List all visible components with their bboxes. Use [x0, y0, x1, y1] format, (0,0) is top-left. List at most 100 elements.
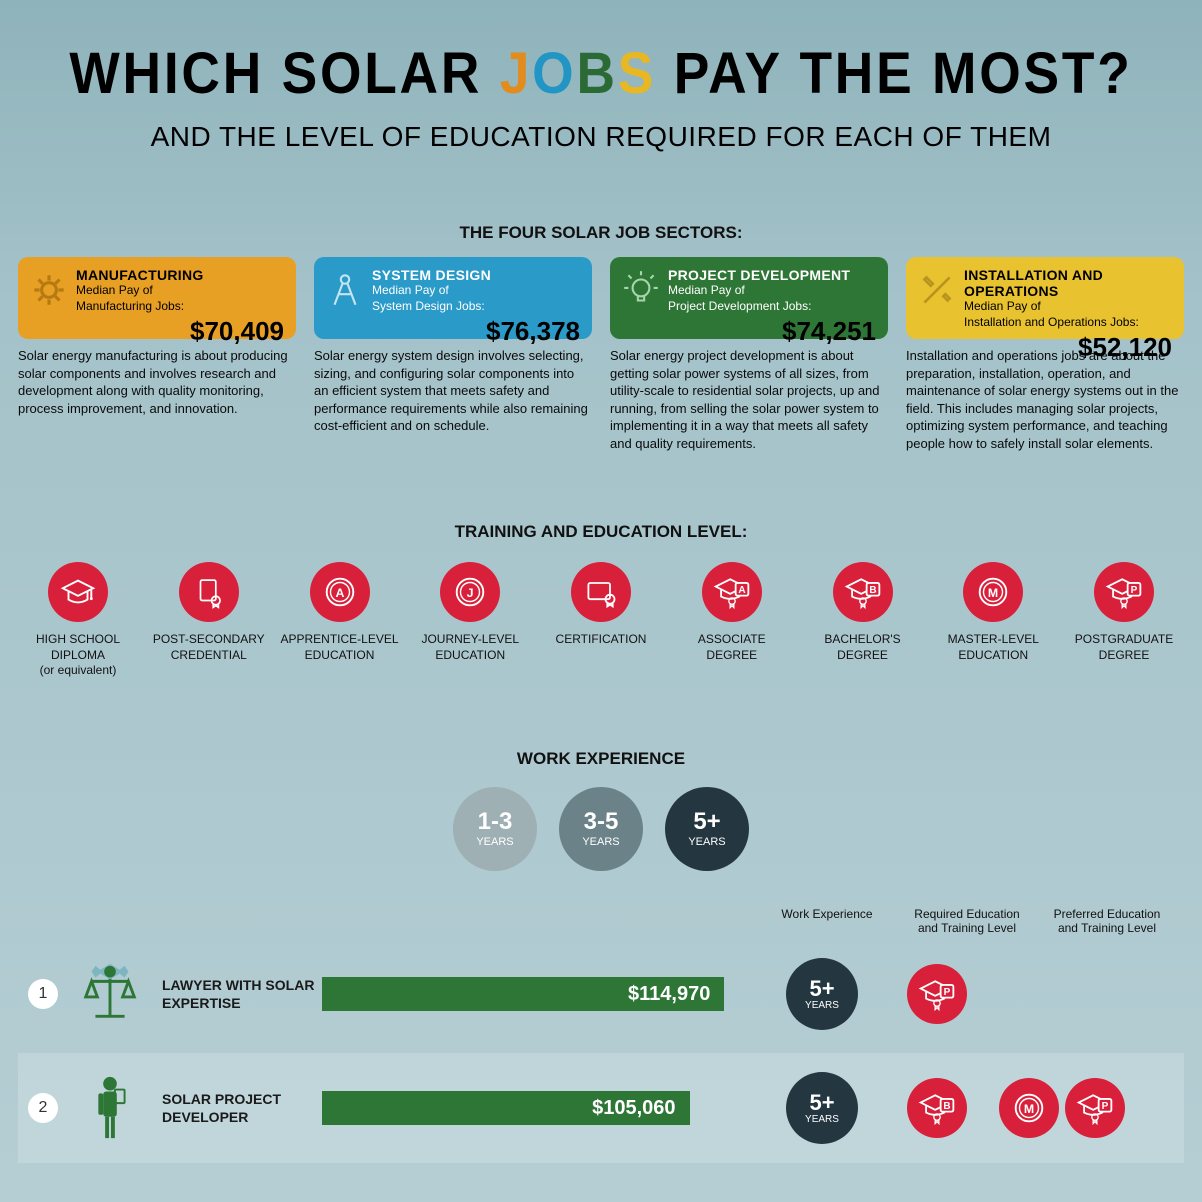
- badgeA-icon: A: [310, 562, 370, 622]
- job-number: 1: [28, 979, 58, 1009]
- col-required: Required Education and Training Level: [912, 907, 1022, 935]
- sector-title: MANUFACTURING: [76, 267, 284, 283]
- badgeM-icon: M: [999, 1078, 1059, 1138]
- education-item: B BACHELOR'S DEGREE: [803, 562, 923, 679]
- capB-icon: B: [907, 1078, 967, 1138]
- job-icon: [76, 960, 144, 1028]
- title-pre: WHICH SOLAR: [69, 41, 499, 106]
- experience-circle: 5+ YEARS: [665, 787, 749, 871]
- salary-bar-wrap: $105,060: [322, 1091, 742, 1125]
- education-label: APPRENTICE-LEVEL EDUCATION: [280, 632, 400, 663]
- job-name: LAWYER WITH SOLAR EXPERTISE: [162, 976, 322, 1012]
- education-label: ASSOCIATE DEGREE: [672, 632, 792, 663]
- sector-desc: Solar energy system design involves sele…: [314, 347, 592, 435]
- sector-title: INSTALLATION AND OPERATIONS: [964, 267, 1172, 299]
- subtitle: AND THE LEVEL OF EDUCATION REQUIRED FOR …: [18, 121, 1184, 153]
- education-item: P POSTGRADUATE DEGREE: [1064, 562, 1184, 679]
- experience-sublabel: YEARS: [688, 836, 725, 848]
- sector-pay: $74,251: [668, 316, 876, 347]
- svg-text:A: A: [335, 586, 344, 600]
- sector-sub: Median Pay ofSystem Design Jobs:: [372, 283, 580, 314]
- sector-yellow: INSTALLATION AND OPERATIONS Median Pay o…: [906, 257, 1184, 452]
- education-item: A ASSOCIATE DEGREE: [672, 562, 792, 679]
- cap-icon: [48, 562, 108, 622]
- experience-sublabel: YEARS: [582, 836, 619, 848]
- sector-sub: Median Pay ofInstallation and Operations…: [964, 299, 1172, 330]
- svg-text:P: P: [1102, 1101, 1109, 1112]
- compass-icon: [324, 269, 366, 311]
- salary-value: $114,970: [628, 983, 710, 1006]
- experience-circle: 3-5 YEARS: [559, 787, 643, 871]
- tools-icon: [916, 269, 958, 311]
- sector-pay: $52,120: [964, 332, 1172, 363]
- education-item: HIGH SCHOOL DIPLOMA(or equivalent): [18, 562, 138, 679]
- svg-text:M: M: [1024, 1102, 1034, 1116]
- sector-card: PROJECT DEVELOPMENT Median Pay ofProject…: [610, 257, 888, 339]
- badgeJ-icon: J: [440, 562, 500, 622]
- education-item: CERTIFICATION: [541, 562, 661, 679]
- education-label: MASTER-LEVEL EDUCATION: [933, 632, 1053, 663]
- doc-icon: [179, 562, 239, 622]
- sector-desc: Solar energy manufacturing is about prod…: [18, 347, 296, 417]
- education-label: POSTGRADUATE DEGREE: [1064, 632, 1184, 663]
- experience-years: 1-3: [478, 810, 513, 834]
- salary-value: $105,060: [592, 1097, 675, 1120]
- sector-pay: $70,409: [76, 316, 284, 347]
- capP-icon: P: [1094, 562, 1154, 622]
- required-education: B: [882, 1078, 992, 1138]
- sector-orange: MANUFACTURING Median Pay ofManufacturing…: [18, 257, 296, 452]
- experience-label: WORK EXPERIENCE: [18, 749, 1184, 769]
- cert-icon: [571, 562, 631, 622]
- svg-text:P: P: [944, 987, 951, 998]
- salary-bar: $105,060: [322, 1091, 690, 1125]
- job-name: SOLAR PROJECT DEVELOPER: [162, 1090, 322, 1126]
- col-experience: Work Experience: [772, 907, 882, 935]
- experience-sublabel: YEARS: [476, 836, 513, 848]
- education-item: M MASTER-LEVEL EDUCATION: [933, 562, 1053, 679]
- education-label: HIGH SCHOOL DIPLOMA(or equivalent): [18, 632, 138, 679]
- job-number: 2: [28, 1093, 58, 1123]
- salary-bar-wrap: $114,970: [322, 977, 742, 1011]
- capB-icon: B: [833, 562, 893, 622]
- job-exp-label: YEARS: [805, 1000, 839, 1011]
- sector-title: PROJECT DEVELOPMENT: [668, 267, 876, 283]
- education-item: POST-SECONDARY CREDENTIAL: [149, 562, 269, 679]
- job-row: 2 SOLAR PROJECT DEVELOPER $105,060 5+ YE…: [18, 1053, 1184, 1163]
- job-experience: 5+ YEARS: [786, 1072, 858, 1144]
- experience-years: 3-5: [584, 810, 619, 834]
- job-row: 1 LAWYER WITH SOLAR EXPERTISE $114,970 5…: [18, 939, 1184, 1049]
- sectors-label: THE FOUR SOLAR JOB SECTORS:: [18, 223, 1184, 243]
- job-experience: 5+ YEARS: [786, 958, 858, 1030]
- required-education: P: [882, 964, 992, 1024]
- svg-text:M: M: [988, 586, 998, 600]
- education-label: CERTIFICATION: [541, 632, 661, 648]
- experience-circle: 1-3 YEARS: [453, 787, 537, 871]
- sector-card: SYSTEM DESIGN Median Pay ofSystem Design…: [314, 257, 592, 339]
- badgeM-icon: M: [963, 562, 1023, 622]
- education-label: TRAINING AND EDUCATION LEVEL:: [18, 522, 1184, 542]
- job-icon: [76, 1074, 144, 1142]
- job-exp-years: 5+: [809, 1092, 834, 1114]
- sector-green: PROJECT DEVELOPMENT Median Pay ofProject…: [610, 257, 888, 452]
- svg-text:P: P: [1131, 585, 1138, 596]
- sector-card: INSTALLATION AND OPERATIONS Median Pay o…: [906, 257, 1184, 339]
- page-title: WHICH SOLAR JOBS PAY THE MOST?: [65, 40, 1138, 107]
- experience-years: 5+: [693, 810, 720, 834]
- column-headers: Work Experience Required Education and T…: [18, 907, 1184, 935]
- sector-title: SYSTEM DESIGN: [372, 267, 580, 283]
- sector-pay: $76,378: [372, 316, 580, 347]
- svg-text:J: J: [467, 586, 474, 600]
- capP-icon: P: [1065, 1078, 1125, 1138]
- job-exp-label: YEARS: [805, 1114, 839, 1125]
- sector-sub: Median Pay ofProject Development Jobs:: [668, 283, 876, 314]
- svg-text:B: B: [943, 1101, 950, 1112]
- capP-icon: P: [907, 964, 967, 1024]
- svg-text:B: B: [869, 585, 876, 596]
- title-jobs: JOBS: [500, 40, 656, 107]
- job-exp-years: 5+: [809, 978, 834, 1000]
- sector-blue: SYSTEM DESIGN Median Pay ofSystem Design…: [314, 257, 592, 452]
- preferred-education: MP: [992, 1078, 1132, 1138]
- title-post: PAY THE MOST?: [656, 41, 1132, 106]
- bulb-icon: [620, 269, 662, 311]
- sector-desc: Solar energy project development is abou…: [610, 347, 888, 452]
